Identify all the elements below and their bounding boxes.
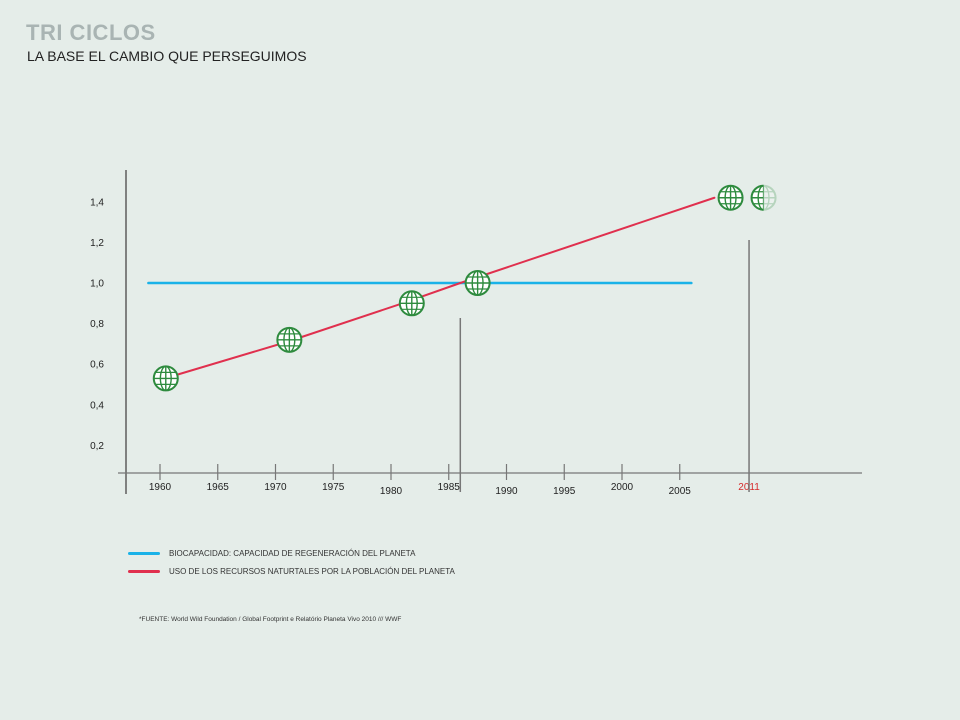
x-tick-label: 1980 [380, 486, 403, 497]
x-tick-label: 2005 [669, 486, 692, 497]
y-tick-label: 1,4 [90, 197, 104, 208]
legend-label-resource-use: USO DE LOS RECURSOS NATURTALES POR LA PO… [169, 567, 455, 576]
x-tick-label: 1970 [264, 482, 287, 493]
page-subtitle: LA BASE EL CAMBIO QUE PERSEGUIMOS [27, 48, 307, 64]
x-tick-label: 2000 [611, 482, 634, 493]
globe-icon [276, 326, 303, 353]
legend-label-biocapacity: BIOCAPACIDAD: CAPACIDAD DE REGENERACIÓN … [169, 549, 416, 558]
x-tick-label: 1995 [553, 486, 576, 497]
x-tick-label: 1965 [207, 482, 230, 493]
y-tick-label: 1,2 [90, 238, 104, 249]
y-tick-label: 0,4 [90, 400, 104, 411]
y-tick-label: 0,8 [90, 319, 104, 330]
globe-icon [464, 270, 491, 296]
legend-item-biocapacity: BIOCAPACIDAD: CAPACIDAD DE REGENERACIÓN … [128, 549, 415, 558]
globe-icon [717, 184, 744, 211]
x-tick-label: 1960 [149, 482, 172, 493]
y-tick-label: 1,0 [90, 279, 104, 290]
y-tick-label: 0,2 [90, 441, 104, 452]
legend-swatch-resource-use [128, 570, 160, 573]
x-tick-label: 1985 [438, 482, 461, 493]
globe-half-icon [750, 184, 777, 211]
legend-item-resource-use: USO DE LOS RECURSOS NATURTALES POR LA PO… [128, 567, 455, 576]
x-tick-label: 1990 [495, 486, 518, 497]
source-note: *FUENTE: World Wild Foundation / Global … [139, 616, 402, 623]
y-tick-label: 0,6 [90, 360, 104, 371]
globe-icon [398, 290, 425, 317]
series-line-resource-use [170, 196, 716, 378]
page-title: TRI CICLOS [26, 20, 156, 45]
globe-icon [152, 365, 179, 392]
x-tick-label: 1975 [322, 482, 345, 493]
legend-swatch-biocapacity [128, 552, 160, 555]
